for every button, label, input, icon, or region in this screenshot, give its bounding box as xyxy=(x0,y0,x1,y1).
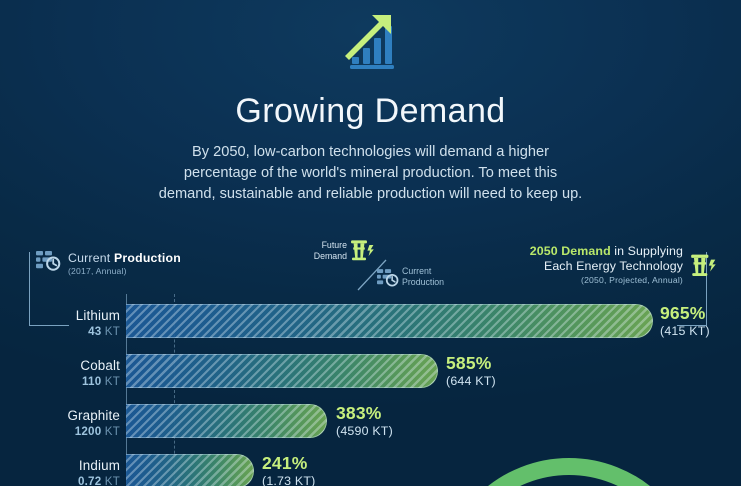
bar-stripe-pattern xyxy=(126,354,438,388)
bar-stripe-pattern xyxy=(126,304,653,338)
demand-bar[interactable] xyxy=(126,454,254,486)
growth-chart-icon xyxy=(0,12,741,74)
demand-bar[interactable] xyxy=(126,304,653,338)
bar-value: 383% (4590 KT) xyxy=(336,403,393,439)
bar-value: 965% (415 KT) xyxy=(660,303,710,339)
bar-outline xyxy=(126,304,653,338)
demand-kt: (415 KT) xyxy=(660,324,710,338)
bar-outline xyxy=(126,454,254,486)
subtitle-line-3: demand, sustainable and reliable product… xyxy=(158,186,583,202)
bar-value: 241% (1.73 KT) xyxy=(262,453,315,486)
bar-label: Graphite 1200 KT xyxy=(10,408,120,439)
legend-left-label-plain: Current xyxy=(68,251,115,265)
axis-line-current-production xyxy=(174,294,175,484)
mineral-name: Graphite xyxy=(67,408,120,423)
axis-line-baseline xyxy=(126,294,127,484)
demand-bar-chart: Lithium 43 KT 965% (415 KT) Cobalt xyxy=(0,294,741,486)
mineral-name: Indium xyxy=(78,458,120,473)
page-title: Growing Demand xyxy=(235,92,506,130)
legend-2050-demand[interactable]: 2050 Demand in Supplying Each Energy Tec… xyxy=(530,244,683,285)
subtitle-line-1: By 2050, low-carbon technologies will de… xyxy=(192,144,549,160)
bar-outline xyxy=(126,404,327,438)
legend-future-demand-label: Future Demand xyxy=(303,240,347,261)
current-production-value: 0.72 KT xyxy=(77,475,120,486)
legend-left-label-bold: Production xyxy=(114,251,181,265)
legend-right-sublabel: (2050, Projected, Annual) xyxy=(581,275,683,285)
demand-percent: 965% xyxy=(660,303,706,323)
table-row[interactable]: Cobalt 110 KT 585% (644 KT) xyxy=(0,352,741,402)
diagonal-slash-icon xyxy=(355,258,389,297)
demand-kt: (4590 KT) xyxy=(336,424,393,438)
power-tower-icon xyxy=(349,238,375,267)
bar-fill xyxy=(126,354,438,388)
current-production-line-1: Current xyxy=(402,266,432,276)
demand-bar[interactable] xyxy=(126,404,327,438)
current-production-line-2: Production xyxy=(402,276,445,287)
future-demand-line-1: Future xyxy=(321,240,347,250)
mineral-name: Cobalt xyxy=(80,358,120,373)
table-row[interactable]: Lithium 43 KT 965% (415 KT) xyxy=(0,302,741,352)
table-row[interactable]: Indium 0.72 KT 241% (1.73 KT) xyxy=(0,452,741,486)
bar-outline xyxy=(126,354,438,388)
bar-fill xyxy=(126,454,254,486)
legend-right-line1-bold: 2050 Demand xyxy=(529,244,611,258)
bar-label: Indium 0.72 KT xyxy=(10,458,120,486)
bar-value: 585% (644 KT) xyxy=(446,353,496,389)
bar-fill xyxy=(126,304,653,338)
bar-fill xyxy=(126,404,327,438)
demand-percent: 241% xyxy=(262,453,308,473)
demand-kt: (644 KT) xyxy=(446,374,496,388)
legend-right-line1-plain: in Supplying xyxy=(610,244,683,258)
bar-label: Cobalt 110 KT xyxy=(10,358,120,389)
bar-label: Lithium 43 KT xyxy=(10,308,120,339)
legend-current-production-label: Current Production xyxy=(402,266,444,287)
future-demand-line-2: Demand xyxy=(313,250,347,261)
legend-current-production[interactable]: Current Production (2017, Annual) xyxy=(36,250,181,276)
calendar-clock-icon xyxy=(36,250,61,276)
legend-divider-group[interactable]: Future Demand xyxy=(303,238,483,300)
bar-stripe-pattern xyxy=(126,454,254,486)
table-row[interactable]: Graphite 1200 KT 383% (4590 KT) xyxy=(0,402,741,452)
demand-kt: (1.73 KT) xyxy=(262,474,316,486)
bar-stripe-pattern xyxy=(126,404,327,438)
subtitle-line-2: percentage of the world's mineral produc… xyxy=(183,165,558,181)
demand-percent: 585% xyxy=(446,353,492,373)
current-production-value: 43 KT xyxy=(88,325,120,338)
legend-left-sublabel: (2017, Annual) xyxy=(68,266,127,276)
current-production-value: 110 KT xyxy=(82,375,120,388)
mineral-name: Lithium xyxy=(75,308,120,323)
legend-right-line2: Each Energy Technology xyxy=(543,259,683,273)
current-production-value: 1200 KT xyxy=(74,425,120,438)
calendar-clock-icon xyxy=(377,268,399,292)
demand-bar[interactable] xyxy=(126,354,438,388)
page-subtitle: By 2050, low-carbon technologies will de… xyxy=(118,142,623,205)
demand-percent: 383% xyxy=(336,403,382,423)
power-tower-icon xyxy=(689,252,717,283)
